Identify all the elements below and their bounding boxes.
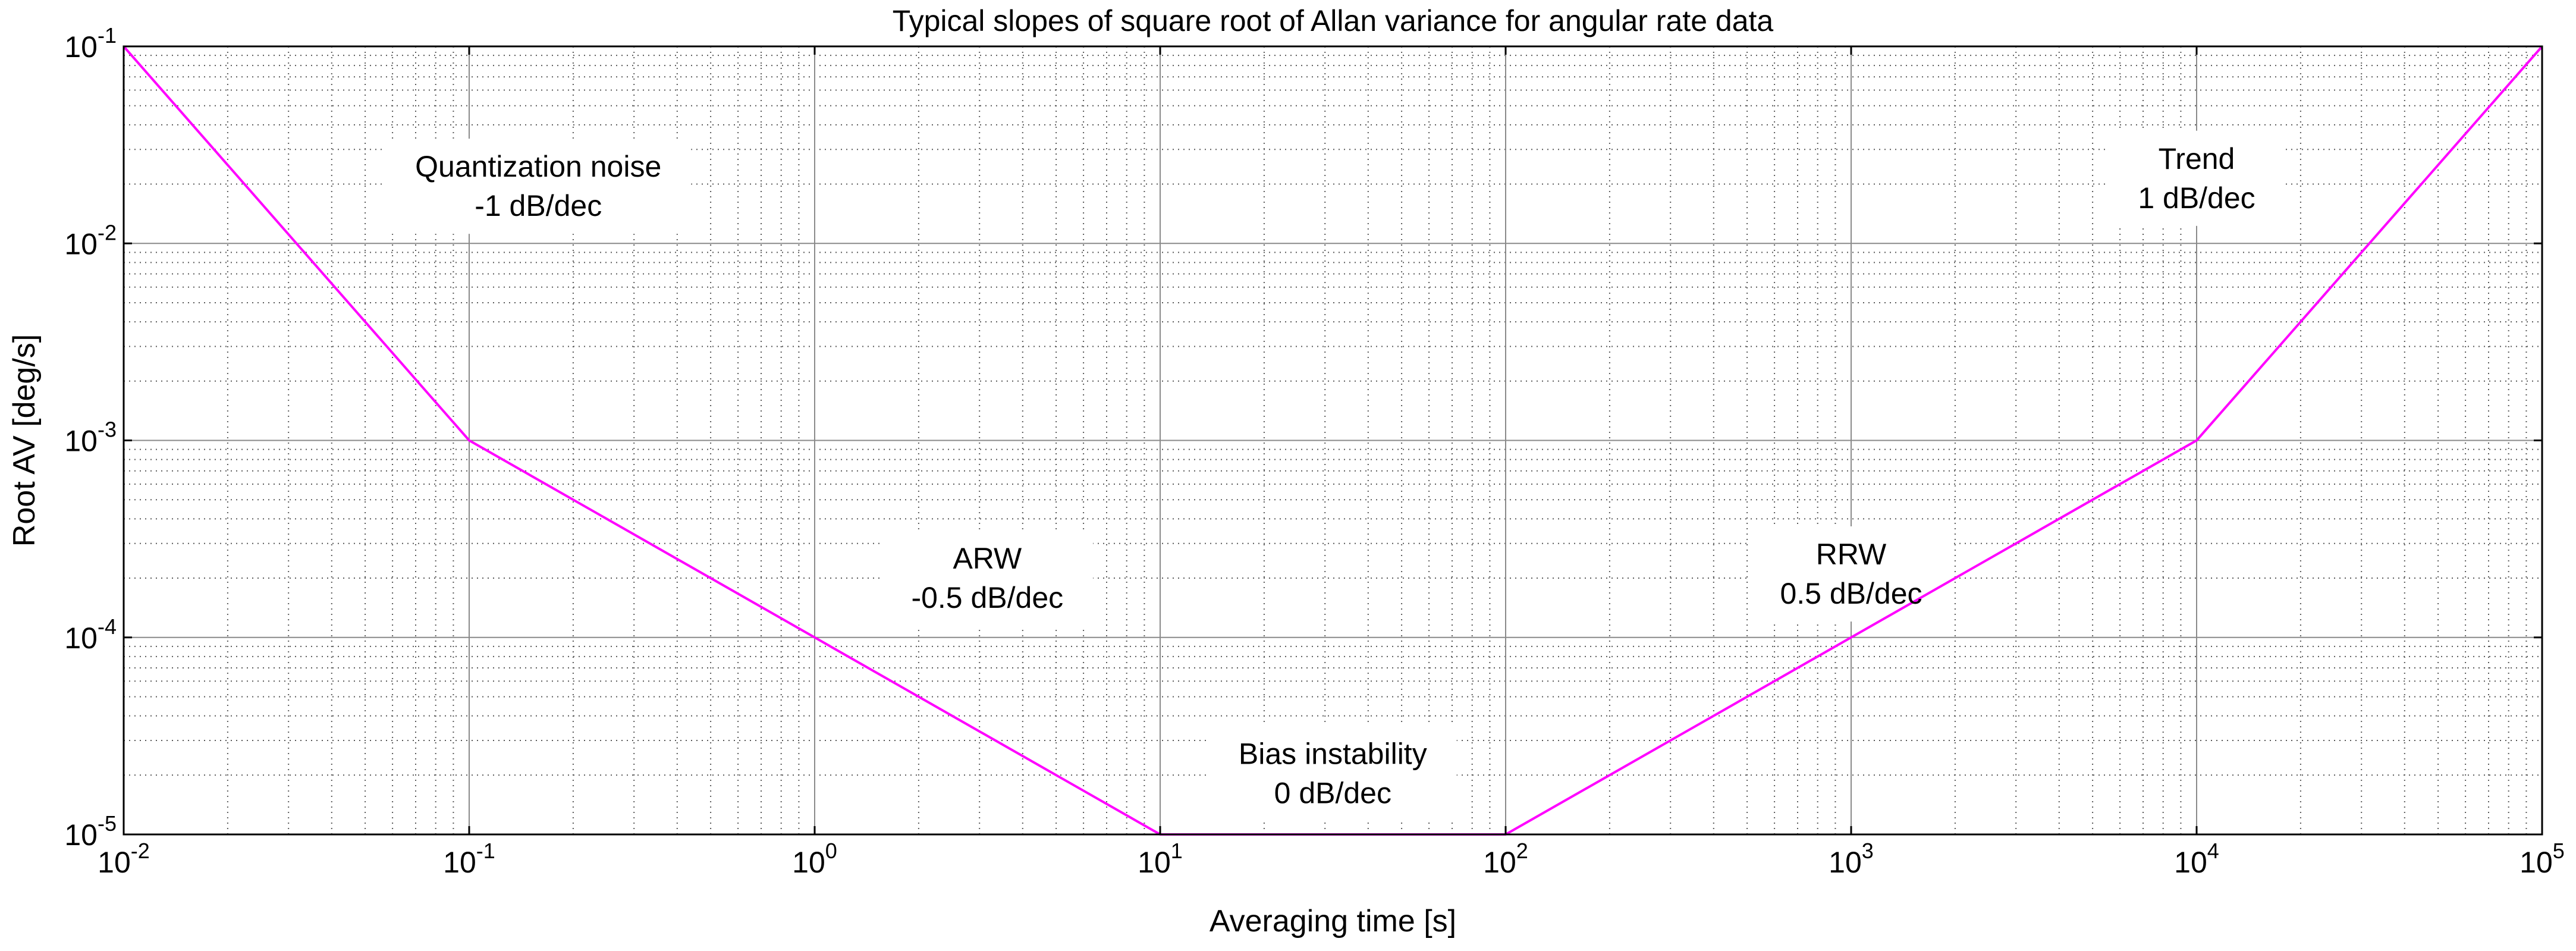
- annotation-title: Bias instability: [1239, 737, 1427, 770]
- x-tick-label: 101: [1138, 839, 1183, 879]
- x-tick-exponent: -2: [131, 839, 150, 863]
- y-tick-label: 10-5: [64, 811, 117, 852]
- annotation-title: RRW: [1816, 538, 1887, 571]
- annotation-slope: 0.5 dB/dec: [1780, 577, 1922, 610]
- x-tick-exponent: -1: [476, 839, 495, 863]
- annotation-backgrounds: [385, 130, 2285, 821]
- annotation-2: ARW -0.5 dB/dec: [911, 542, 1063, 614]
- y-axis-label: Root AV [deg/s]: [7, 334, 42, 547]
- chart-title: Typical slopes of square root of Allan v…: [893, 4, 1774, 37]
- x-tick-label: 10-1: [443, 839, 495, 879]
- y-tick-base: 10: [64, 425, 98, 458]
- axis-ticks: 10-2 10-1 100 101 102 103 104 10510-510-410-310…: [64, 23, 2564, 879]
- annotation-slope: -1 dB/dec: [475, 189, 602, 222]
- x-tick-label: 10-2: [98, 839, 150, 879]
- annotation-title: Quantization noise: [415, 150, 661, 183]
- x-tick-base: 10: [1483, 846, 1516, 879]
- x-tick-base: 10: [2520, 846, 2553, 879]
- y-tick-label: 10-4: [64, 614, 117, 655]
- y-tick-exponent: -1: [98, 23, 117, 48]
- y-tick-exponent: -5: [98, 811, 117, 836]
- x-tick-base: 10: [2174, 846, 2207, 879]
- x-tick-base: 10: [443, 846, 476, 879]
- x-tick-base: 10: [1138, 846, 1171, 879]
- annotations: Quantization noise -1 dB/dec ARW -0.5 dB/de…: [415, 142, 2255, 810]
- x-tick-exponent: 0: [825, 839, 837, 863]
- annotation-background: [385, 139, 692, 234]
- x-tick-label: 104: [2174, 839, 2219, 879]
- annotation-slope: -0.5 dB/dec: [911, 581, 1063, 614]
- x-tick-base: 10: [1829, 846, 1862, 879]
- x-tick-label: 100: [792, 839, 837, 879]
- y-tick-exponent: -3: [98, 418, 117, 442]
- annotation-1: Quantization noise -1 dB/dec: [415, 150, 661, 222]
- x-tick-exponent: 2: [1516, 839, 1528, 863]
- y-tick-label: 10-1: [64, 23, 117, 64]
- x-tick-label: 103: [1829, 839, 1874, 879]
- annotation-slope: 0 dB/dec: [1274, 776, 1391, 809]
- y-tick-label: 10-3: [64, 418, 117, 458]
- annotation-background: [1208, 726, 1457, 821]
- annotation-title: ARW: [953, 542, 1022, 575]
- y-tick-base: 10: [64, 818, 98, 852]
- y-tick-base: 10: [64, 30, 98, 64]
- x-tick-label: 105: [2520, 839, 2565, 879]
- y-tick-label: 10-2: [64, 220, 117, 260]
- x-tick-base: 10: [792, 846, 825, 879]
- y-tick-exponent: -4: [98, 614, 117, 639]
- annotation-5: Trend 1 dB/dec: [2138, 142, 2255, 215]
- annotation-slope: 1 dB/dec: [2138, 181, 2255, 215]
- y-tick-base: 10: [64, 622, 98, 655]
- x-tick-exponent: 1: [1171, 839, 1183, 863]
- annotation-title: Trend: [2159, 142, 2235, 175]
- y-tick-exponent: -2: [98, 220, 117, 244]
- x-tick-exponent: 5: [2553, 839, 2565, 863]
- x-tick-exponent: 4: [2207, 839, 2219, 863]
- x-tick-base: 10: [98, 846, 131, 879]
- annotation-background: [1750, 526, 1952, 622]
- annotation-3: Bias instability 0 dB/dec: [1239, 737, 1427, 809]
- annotation-background: [2108, 130, 2285, 226]
- y-tick-base: 10: [64, 227, 98, 260]
- x-tick-exponent: 3: [1862, 839, 1874, 863]
- x-axis-label: Averaging time [s]: [1210, 904, 1456, 939]
- x-tick-label: 102: [1483, 839, 1528, 879]
- annotation-4: RRW 0.5 dB/dec: [1780, 538, 1922, 610]
- annotation-background: [881, 531, 1094, 626]
